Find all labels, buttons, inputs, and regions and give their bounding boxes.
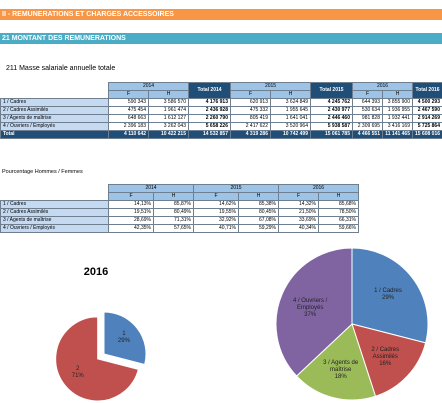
slice-label: 2 71% — [68, 366, 88, 380]
data-row: 4 / Ouvriers / Employés 2 396 183 3 262 04… — [0, 122, 442, 131]
slice-category: 2 — [76, 366, 80, 373]
slice-label: 1 / Cadres 29% — [362, 288, 414, 302]
pie-slice — [103, 311, 147, 366]
slice-category: 4 / Ouvriers / Employés — [292, 297, 328, 311]
percent-table: 2014 2015 2016 F H F H F H 1 / Cadres 14,13% 85,87%… — [0, 184, 359, 233]
data-row: 2 / Cadres Assimilés 475 454 1 961 474 2 43… — [0, 106, 442, 115]
slice-value: 71% — [71, 373, 84, 380]
slice-category: 3 / Agents de maîtrise — [323, 360, 359, 374]
slice-category: 1 — [122, 330, 126, 337]
salary-table: 2014 Total 2014 2015 Total 2015 2016 Total 20… — [0, 82, 442, 139]
slice-value: 18% — [334, 374, 347, 381]
slice-value: 29% — [117, 337, 130, 344]
total-row: Total 4 110 642 10 422 215 14 532 857 4 319 … — [0, 130, 442, 139]
pie-slice — [275, 247, 353, 377]
data-row: 2 / Cadres Assimilés 19,51% 80,49% 19,55% 80… — [0, 208, 359, 217]
pie-slice — [295, 323, 377, 401]
heading: 211 Masse salariale annuelle totale — [6, 65, 116, 72]
total-header: Total 2014 — [188, 82, 231, 99]
slice-value: 37% — [304, 311, 317, 318]
section-bar: II - REMUNERATIONS ET CHARGES ACCESSOIRE… — [0, 9, 442, 20]
slice-label: 3 / Agents de maîtrise 18% — [315, 360, 367, 381]
slice-category: 1 / Cadres — [374, 288, 402, 295]
slice-label: 2 / Cadres Assimilés 16% — [359, 347, 411, 368]
pie-slice — [55, 316, 139, 402]
slice-label: 4 / Ouvriers / Employés 37% — [284, 298, 336, 319]
heading: Pourcentage Hommes / Femmes — [2, 169, 83, 175]
subsection-bar: 21 MONTANT DES REMUNERATIONS — [0, 33, 442, 44]
slice-value: 29% — [382, 295, 395, 302]
slice-value: 16% — [379, 361, 392, 368]
pie-slice — [351, 247, 429, 344]
slice-category: 2 / Cadres Assimilés — [371, 347, 400, 361]
chart-title: 2016 — [84, 266, 108, 278]
cell: 59,66% — [318, 224, 359, 233]
slice-label: 1 29% — [114, 331, 134, 345]
data-row: 4 / Ouvriers / Employés 42,35% 57,65% 40,71… — [0, 224, 359, 233]
pie-slice — [351, 323, 427, 397]
